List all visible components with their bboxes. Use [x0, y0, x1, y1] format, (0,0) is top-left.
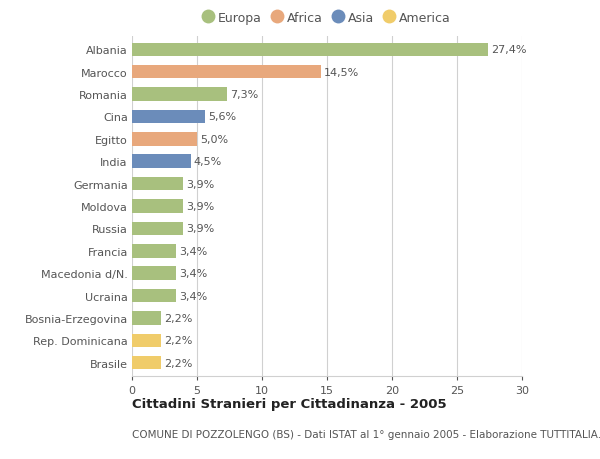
Bar: [132, 88, 227, 101]
Bar: [132, 66, 320, 79]
Bar: [132, 334, 161, 347]
Bar: [132, 178, 182, 191]
Text: 2,2%: 2,2%: [164, 313, 192, 323]
Bar: [132, 222, 182, 235]
Text: 5,6%: 5,6%: [208, 112, 236, 122]
Text: 3,4%: 3,4%: [179, 269, 208, 279]
Text: 3,4%: 3,4%: [179, 291, 208, 301]
Text: 3,9%: 3,9%: [186, 179, 214, 189]
Bar: [132, 111, 205, 124]
Bar: [132, 356, 161, 369]
Legend: Europa, Africa, Asia, America: Europa, Africa, Asia, America: [200, 9, 454, 27]
Text: 3,9%: 3,9%: [186, 202, 214, 212]
Text: 2,2%: 2,2%: [164, 358, 192, 368]
Bar: [132, 312, 161, 325]
Bar: [132, 245, 176, 258]
Text: 5,0%: 5,0%: [200, 134, 229, 145]
Text: 7,3%: 7,3%: [230, 90, 259, 100]
Text: 4,5%: 4,5%: [194, 157, 222, 167]
Text: 2,2%: 2,2%: [164, 336, 192, 346]
Text: 3,4%: 3,4%: [179, 246, 208, 256]
Text: COMUNE DI POZZOLENGO (BS) - Dati ISTAT al 1° gennaio 2005 - Elaborazione TUTTITA: COMUNE DI POZZOLENGO (BS) - Dati ISTAT a…: [132, 429, 600, 439]
Bar: [132, 267, 176, 280]
Bar: [132, 289, 176, 302]
Bar: [132, 200, 182, 213]
Text: 27,4%: 27,4%: [491, 45, 527, 55]
Text: Cittadini Stranieri per Cittadinanza - 2005: Cittadini Stranieri per Cittadinanza - 2…: [132, 397, 446, 410]
Bar: [132, 155, 191, 168]
Bar: [132, 44, 488, 57]
Text: 3,9%: 3,9%: [186, 224, 214, 234]
Bar: [132, 133, 197, 146]
Text: 14,5%: 14,5%: [324, 67, 359, 78]
